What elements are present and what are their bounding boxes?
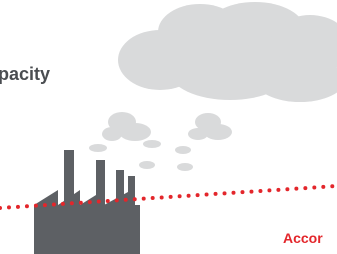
artwork: pacity Accor [0,2,337,254]
factory [34,150,140,254]
page: pacity Accor (() => { const data = JSON.… [0,0,337,254]
small-clouds [89,112,232,171]
illustration: pacity Accor [0,0,337,254]
large-cloud [118,2,337,102]
label-fragment: Accor [283,230,323,246]
heading-fragment: pacity [0,64,50,84]
